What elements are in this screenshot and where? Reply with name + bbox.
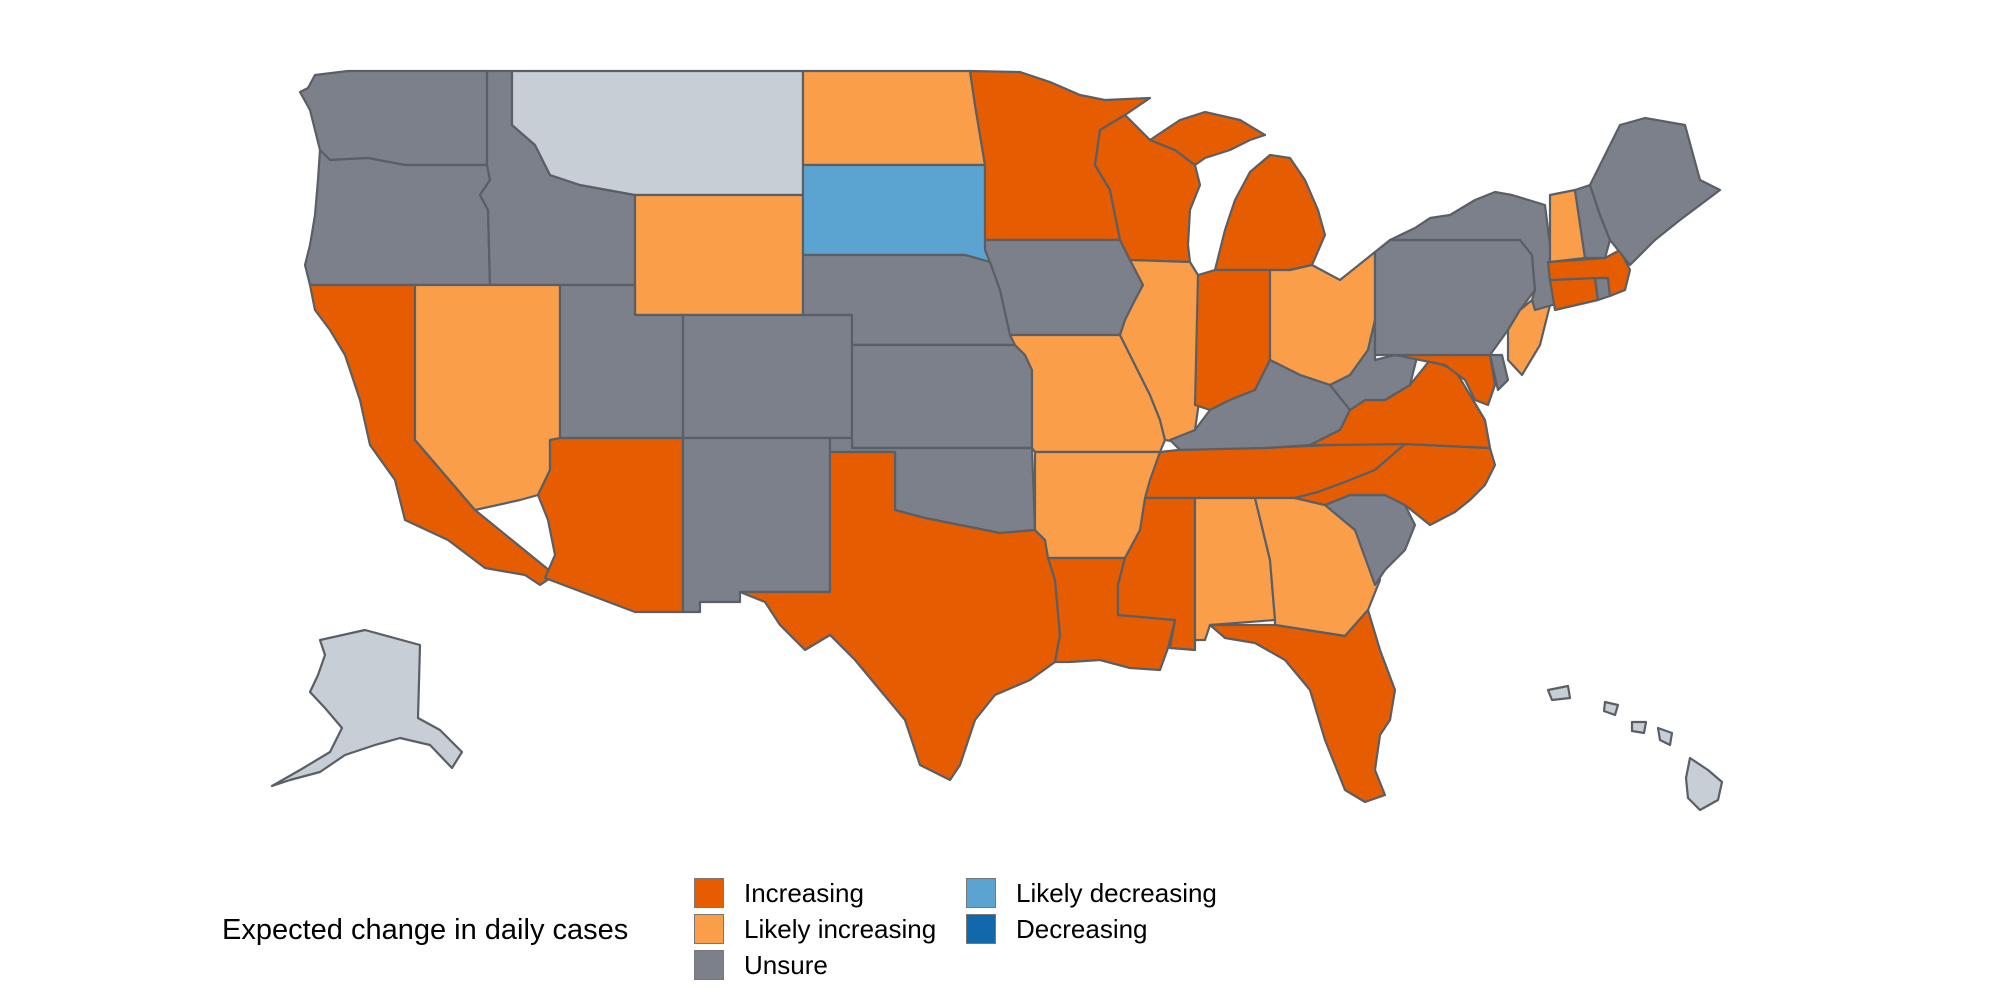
legend-label-likely-increasing: Likely increasing [744,913,937,944]
legend-label-unsure: Unsure [744,949,828,980]
legend-item-decreasing: Decreasing [966,912,1148,946]
legend-label-decreasing: Decreasing [1016,913,1148,944]
state-ME[interactable] [1588,116,1722,267]
state-FL[interactable] [1208,608,1397,804]
state-MA[interactable] [1546,248,1632,298]
state-DE[interactable] [1488,353,1510,392]
state-NC[interactable] [1293,442,1497,527]
legend-item-likely-increasing: Likely increasing [694,912,936,946]
state-CO[interactable] [681,313,854,440]
state-HI[interactable] [1546,684,1724,812]
legend: Expected change in daily cases Increasin… [222,874,1322,994]
legend-item-likely-decreasing: Likely decreasing [966,876,1217,910]
legend-label-increasing: Increasing [744,877,864,908]
state-CT[interactable] [1548,276,1600,312]
state-NM[interactable] [681,436,832,614]
legend-swatch-likely-increasing [694,914,724,944]
legend-item-unsure: Unsure [694,948,828,982]
state-OR[interactable] [303,148,492,287]
state-WY[interactable] [633,193,805,317]
state-AZ[interactable] [536,436,685,614]
legend-item-increasing: Increasing [694,876,864,910]
legend-swatch-decreasing [966,914,996,944]
state-TX[interactable] [738,450,1062,782]
legend-swatch-likely-decreasing [966,878,996,908]
state-MT[interactable] [510,69,805,197]
state-WA[interactable] [298,69,489,167]
legend-title: Expected change in daily cases [222,914,629,946]
state-IA[interactable] [983,238,1145,337]
state-AK[interactable] [270,628,464,788]
state-WI[interactable] [1093,113,1202,264]
legend-swatch-increasing [694,878,724,908]
state-KS[interactable] [850,343,1034,450]
legend-label-likely-decreasing: Likely decreasing [1016,877,1217,908]
legend-swatch-unsure [694,950,724,980]
state-ND[interactable] [801,69,987,167]
state-SD[interactable] [801,163,992,264]
